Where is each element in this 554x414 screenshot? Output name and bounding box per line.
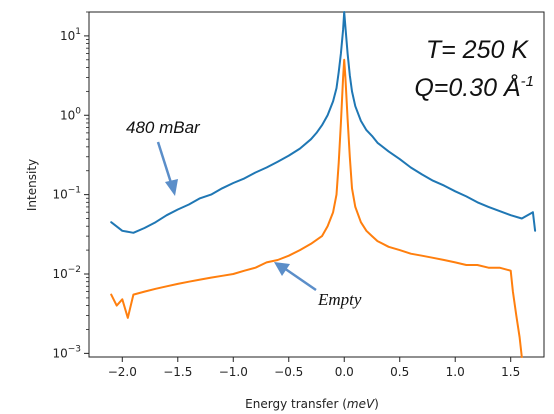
series-layer: [110, 11, 537, 358]
y-tick-label: 10−3: [52, 344, 81, 360]
x-tick-label: 0.5: [390, 365, 409, 379]
x-tick-label: −1.5: [163, 365, 192, 379]
q-label-exponent: -1: [521, 73, 534, 90]
x-tick-label: 1.5: [501, 365, 520, 379]
q-label: Q=0.30 Å-1: [414, 72, 534, 102]
y-tick-label: 101: [60, 27, 81, 43]
annotation-480mbar: 480 mBar: [126, 118, 201, 137]
q-label-text: Q=0.30 Å: [414, 72, 520, 102]
x-tick-label: 1.0: [446, 365, 465, 379]
x-axis-label: Energy transfer (meV): [245, 397, 379, 411]
y-tick-label: 100: [60, 106, 81, 122]
x-tick-label: −1.0: [219, 365, 248, 379]
annotation-empty: Empty: [317, 290, 362, 309]
x-axis-label-text: Energy transfer: [245, 397, 338, 411]
annotation-empty-arrow: [274, 262, 317, 292]
x-axis-ticks: −2.0 −1.5 −1.0 −0.5 0.0 0.5 1.0 1.5: [108, 357, 520, 379]
y-tick-label: 10−1: [52, 186, 81, 202]
x-axis-unit: meV: [347, 397, 375, 411]
x-tick-label: −2.0: [108, 365, 137, 379]
y-axis-ticks: 10−3 10−2 10−1 100 101: [52, 11, 89, 360]
x-tick-label: −0.5: [274, 365, 303, 379]
series-line-empty: [110, 58, 523, 358]
y-axis-label: Intensity: [25, 159, 39, 211]
plot-frame: [88, 11, 545, 358]
annotation-480mbar-arrow: [156, 141, 178, 196]
temperature-label: T= 250 K: [426, 36, 529, 64]
x-tick-label: 0.0: [335, 365, 354, 379]
y-tick-label: 10−2: [52, 265, 81, 281]
series-line-480mbar: [110, 11, 537, 234]
